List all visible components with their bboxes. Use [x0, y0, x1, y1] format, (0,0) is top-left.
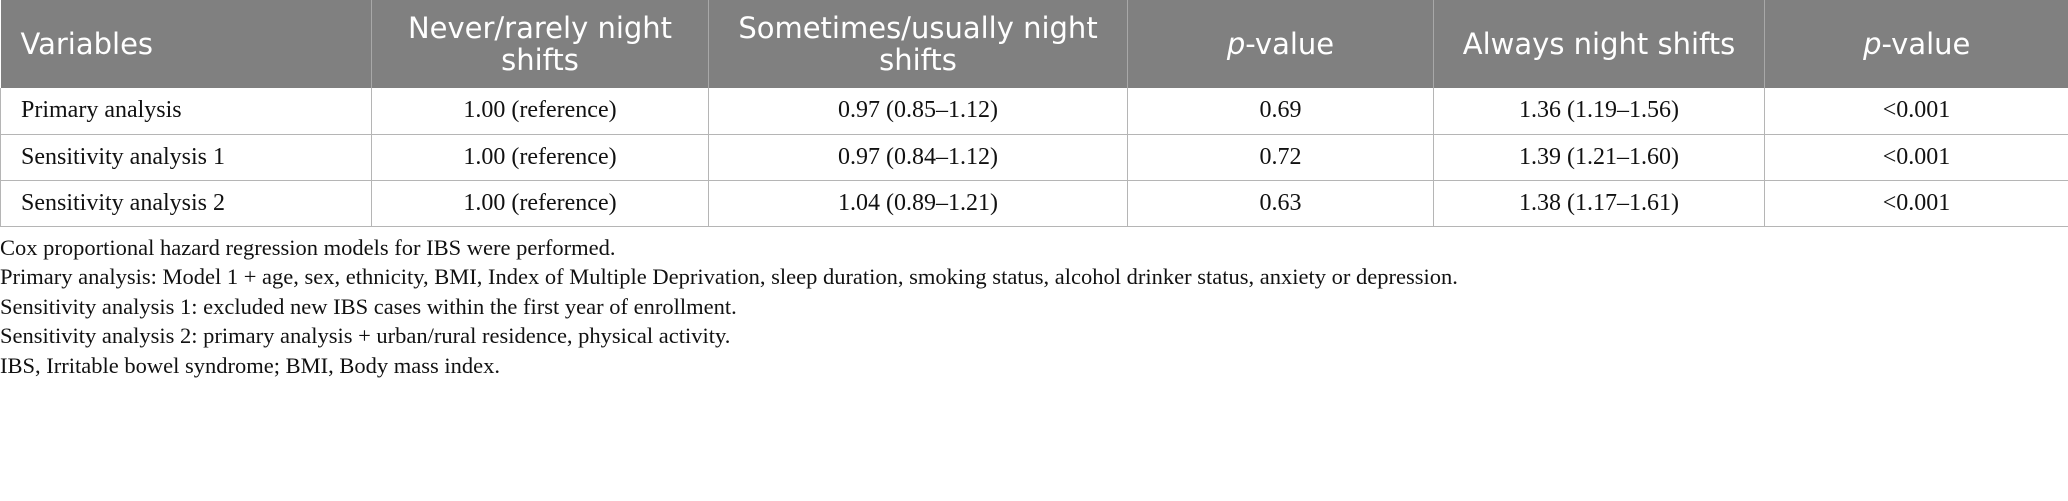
footnote: Cox proportional hazard regression model…: [0, 234, 616, 260]
table-cell: 0.72: [1127, 134, 1434, 181]
table-row: Primary analysis 1.00 (reference) 0.97 (0.…: [0, 88, 2068, 135]
header-cell: Always night shifts: [1433, 0, 1765, 88]
header-cell: p-value: [1127, 0, 1434, 88]
table-cell: 0.63: [1127, 180, 1434, 227]
row-label: Sensitivity analysis 2: [0, 180, 372, 227]
row-label: Primary analysis: [0, 88, 372, 135]
footnote: IBS, Irritable bowel syndrome; BMI, Body…: [0, 352, 500, 378]
table-cell: 1.38 (1.17–1.61): [1433, 180, 1765, 227]
table-cell: 1.00 (reference): [371, 88, 709, 135]
header-cell: Variables: [0, 0, 372, 88]
table-cell: 0.97 (0.84–1.12): [708, 134, 1128, 181]
table-cell: 1.00 (reference): [371, 180, 709, 227]
header-cell: Never/rarely night shifts: [371, 0, 709, 88]
header-row: Variables Never/rarely night shifts Someti…: [0, 0, 2068, 88]
table-cell: <0.001: [1764, 134, 2068, 181]
table-cell: 1.39 (1.21–1.60): [1433, 134, 1765, 181]
table-cell: <0.001: [1764, 180, 2068, 227]
table-row: Sensitivity analysis 2 1.00 (reference) 1.…: [0, 180, 2068, 227]
footnote: Primary analysis: Model 1 + age, sex, et…: [0, 264, 1458, 289]
header-cell: p-value: [1764, 0, 2068, 88]
row-label: Sensitivity analysis 1: [0, 134, 372, 181]
table-cell: 1.00 (reference): [371, 134, 709, 181]
table-body: Primary analysis 1.00 (reference) 0.97 (0.…: [0, 88, 2068, 227]
results-table: Variables Never/rarely night shifts Someti…: [0, 0, 2068, 227]
table-cell: 1.36 (1.19–1.56): [1433, 88, 1765, 135]
table-cell: <0.001: [1764, 88, 2068, 135]
table-cell: 0.69: [1127, 88, 1434, 135]
table-cell: 0.97 (0.85–1.12): [708, 88, 1128, 135]
footnotes: Cox proportional hazard regression model…: [0, 233, 2068, 381]
footnote: Sensitivity analysis 1: excluded new IBS…: [0, 293, 737, 319]
table-cell: 1.04 (0.89–1.21): [708, 180, 1128, 227]
footnote: Sensitivity analysis 2: primary analysis…: [0, 323, 731, 348]
header-cell: Sometimes/usually night shifts: [708, 0, 1128, 88]
table-row: Sensitivity analysis 1 1.00 (reference) 0.…: [0, 134, 2068, 181]
